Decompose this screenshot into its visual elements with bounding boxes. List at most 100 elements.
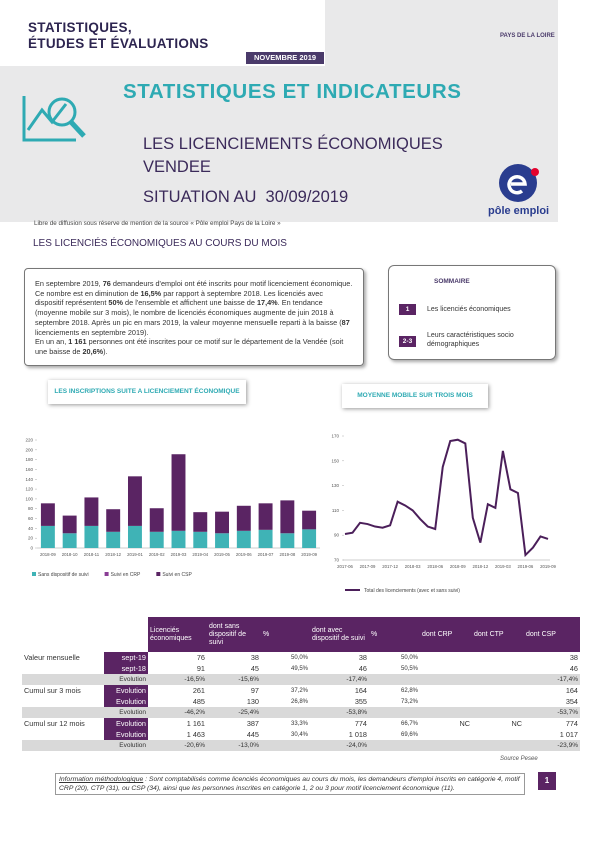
y-tick-label: 200 xyxy=(25,447,33,452)
table-cell xyxy=(420,707,472,718)
y-tick-label: 180 xyxy=(25,457,33,462)
table-cell: sept-19 xyxy=(104,652,148,663)
legend-swatch xyxy=(104,572,109,576)
situation: SITUATION AU 30/09/2019 xyxy=(143,188,348,207)
table-header-cell: dont CRP xyxy=(420,617,472,652)
y-tick-label: 110 xyxy=(332,508,340,513)
bar-segment xyxy=(236,505,251,531)
summary-run: 76 xyxy=(102,279,111,288)
x-tick-label: 2018-12 xyxy=(105,552,121,557)
x-tick-label: 2019-01 xyxy=(127,552,143,557)
table-cell xyxy=(369,740,420,751)
bar-segment xyxy=(62,515,77,534)
table-cell: 66,7% xyxy=(400,720,418,727)
summary-run: personnes ont été inscrites pour ce moti… xyxy=(35,337,344,356)
table-cell xyxy=(369,674,420,685)
table-cell: -13,0% xyxy=(207,740,261,751)
table-cell: -53,8% xyxy=(310,707,369,718)
table-cell xyxy=(261,740,310,751)
summary-run: licenciements en septembre 2019). xyxy=(35,327,149,337)
table-cell xyxy=(22,663,104,674)
table-cell: 387 xyxy=(246,719,259,728)
table-cell: 49,5% xyxy=(290,665,308,672)
table-cell xyxy=(472,674,524,685)
contents-box: SOMMAIRE 1 Les licenciés économiques 2-3… xyxy=(388,265,556,360)
y-tick-label: 20 xyxy=(28,536,34,541)
y-tick-label: 150 xyxy=(331,458,339,463)
table-header-cell: dont CSP xyxy=(524,617,580,652)
table-cell: Evolution xyxy=(104,729,148,740)
bar-segment xyxy=(106,531,121,548)
table-cell: 164 xyxy=(354,686,367,695)
table-cell: -24,0% xyxy=(310,740,369,751)
table-row: Cumul sur 12 mois Evolution 1 161 387 33,3% 7… xyxy=(22,718,580,729)
y-tick-label: 220 xyxy=(25,438,33,443)
main-title: STATISTIQUES ET INDICATEURS xyxy=(123,80,462,103)
x-tick-label: 2019-03 xyxy=(171,552,187,557)
bar-segment xyxy=(258,529,273,548)
contents-page: 1 xyxy=(399,304,416,315)
bar-segment xyxy=(302,510,317,530)
table-cell: -16,5% xyxy=(148,674,207,685)
table-cell: -15,6% xyxy=(207,674,261,685)
x-tick-label: 2019-04 xyxy=(192,552,208,557)
data-table: Licenciés économiques dont sans dispositi… xyxy=(22,617,580,751)
x-tick-label: 2017-09 xyxy=(360,564,376,569)
table-header-cell: % xyxy=(261,617,310,652)
bar-segment xyxy=(127,525,142,548)
x-tick-label: 2017-12 xyxy=(382,564,398,569)
icon-line xyxy=(26,103,68,131)
table-cell: NC xyxy=(511,719,522,728)
bar-segment xyxy=(149,508,164,532)
logo-e xyxy=(507,174,527,195)
x-tick-label: 2019-09 xyxy=(540,564,556,569)
x-tick-label: 2018-09 xyxy=(450,564,466,569)
y-tick-label: 130 xyxy=(331,483,339,488)
table-cell: 774 xyxy=(565,719,578,728)
table-row: Evolution 485 130 26,8% 355 73,2% 354 xyxy=(22,696,580,707)
y-tick-label: 90 xyxy=(334,533,340,538)
table-cell: -25,4% xyxy=(207,707,261,718)
bar-segment xyxy=(84,525,99,548)
table-cell xyxy=(472,663,524,674)
icon-lens xyxy=(47,97,77,127)
y-tick-label: 60 xyxy=(28,516,34,521)
series-title-line: ÉTUDES ET ÉVALUATIONS xyxy=(28,36,209,51)
series-title: STATISTIQUES, xyxy=(28,20,132,35)
chart-title: MOYENNE MOBILE SUR TROIS MOIS xyxy=(342,384,488,408)
x-tick-label: 2018-12 xyxy=(472,564,488,569)
line-series xyxy=(344,438,549,558)
table-cell: 164 xyxy=(565,686,578,695)
table-row: Evolution -16,5% -15,6% -17,4% -17,4% xyxy=(22,674,580,685)
summary-run: En un an, xyxy=(35,337,69,347)
table-cell: 97 xyxy=(250,686,259,695)
table-cell: Evolution xyxy=(104,740,148,751)
legend-label: Total des licenciements (avec et sans su… xyxy=(364,588,460,594)
table-cell: 1 017 xyxy=(559,730,578,739)
x-tick-label: 2017-06 xyxy=(337,564,353,569)
line-chart: 70 90 110 130 150 170 2017-06 2017-09 2017-12 201… xyxy=(331,434,556,595)
series-title: ÉTUDES ET ÉVALUATIONS xyxy=(28,36,228,51)
bar-segment xyxy=(171,530,186,548)
summary-run: 17,4% xyxy=(256,298,278,308)
x-tick-label: 2018-09 xyxy=(40,552,56,557)
summary-run: . En tendance (moyenne mobile sur 3 mois… xyxy=(35,298,342,327)
table-cell: -20,6% xyxy=(148,740,207,751)
table-cell xyxy=(420,663,472,674)
table-cell: 445 xyxy=(246,730,259,739)
table-cell xyxy=(472,740,524,751)
subtitle: LES LICENCIEMENTS ÉCONOMIQUES xyxy=(143,135,443,153)
bar-segment xyxy=(106,509,121,532)
x-tick-label: 2018-11 xyxy=(84,552,100,557)
table-cell: 91 xyxy=(196,664,205,673)
table-cell: 50,5% xyxy=(400,665,418,672)
method-note: Information méthodologique : Sont compta… xyxy=(55,773,525,795)
table-header-cell: dont sans dispositif de suivi xyxy=(207,617,261,652)
table-row: sept-18 91 45 49,5% 46 50,5% 46 xyxy=(22,663,580,674)
legend-label: Suivi en CSP xyxy=(162,572,192,578)
table-cell: Cumul sur 12 mois xyxy=(24,719,85,728)
section-title: LES LICENCIÉS ÉCONOMIQUES AU COURS DU MO… xyxy=(33,238,287,249)
y-tick-label: 100 xyxy=(25,496,33,501)
logo-mark xyxy=(499,164,539,202)
table-cell: 62,8% xyxy=(400,687,418,694)
